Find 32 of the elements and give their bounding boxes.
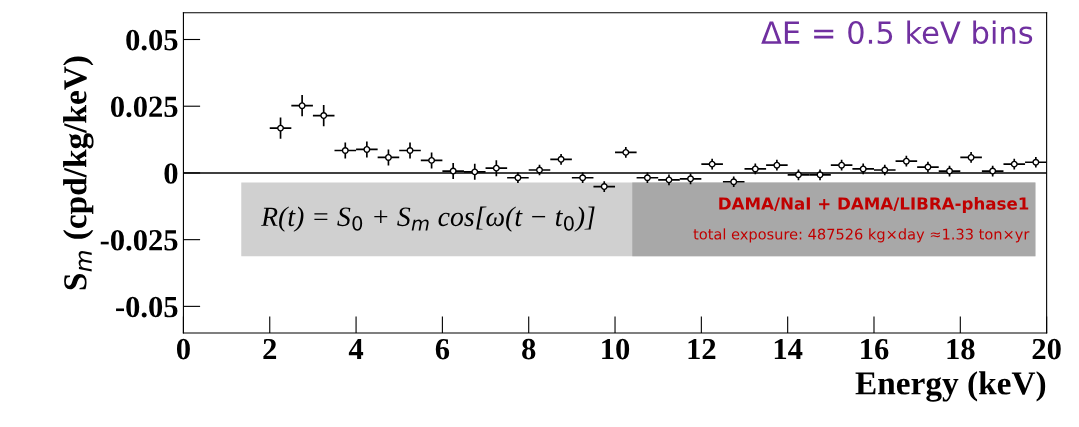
point: [449, 167, 457, 175]
y-tick-label: 0.025: [110, 96, 178, 118]
x-tick-label: 10: [602, 338, 630, 360]
point: [428, 156, 436, 164]
point: [320, 112, 328, 120]
y-tick-label: -0.025: [100, 229, 178, 251]
x-tick-label: 2: [263, 338, 277, 360]
x-tick-label: 20: [1032, 338, 1061, 360]
x-tick-label: 8: [522, 338, 536, 360]
x-tick-label: 6: [435, 338, 450, 360]
x-tick-label: 12: [688, 338, 716, 360]
x-tick-label: 16: [861, 338, 889, 360]
point: [384, 153, 392, 161]
y-tick-label: 0: [164, 163, 178, 184]
annotation: ΔE = 0.5 keV bins: [761, 20, 1033, 45]
y-tick-label: 0.05: [126, 29, 178, 51]
y-axis-title: S$_{m}$ (cpd/kg/keV): [63, 56, 94, 290]
x-tick-label: 18: [947, 338, 975, 360]
annotation: DAMA/NaI + DAMA/LIBRA-phase1: [719, 196, 1029, 214]
y-tick-label: -0.05: [116, 296, 178, 318]
annotation: R(t) = S$_{0}$ + S$_{m}$ cos[ω(t − t$_{0}$)]: [260, 206, 595, 232]
x-tick-label: 14: [774, 338, 803, 360]
point: [277, 124, 285, 132]
annotation: total exposure: 487526 kg×day ≈1.33 ton×yr: [693, 228, 1030, 243]
x-axis-title: Energy (keV): [855, 371, 1046, 402]
point: [298, 102, 306, 110]
point: [363, 145, 371, 153]
x-tick-label: 4: [348, 339, 364, 360]
point: [492, 164, 500, 172]
point: [406, 147, 414, 154]
point: [471, 168, 479, 176]
point: [341, 147, 349, 154]
